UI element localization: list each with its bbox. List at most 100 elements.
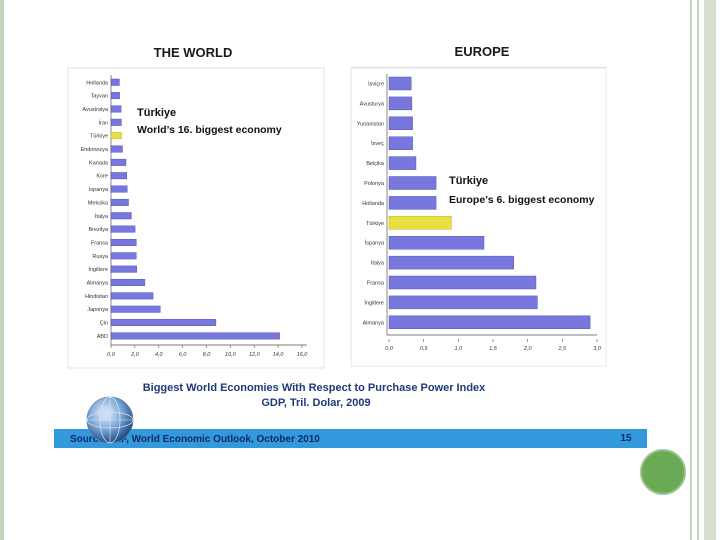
world-bar-13: [110, 252, 137, 260]
world-category-label-1: Tayvan: [91, 94, 108, 100]
europe-category-label-0: İsviçre: [368, 81, 384, 88]
world-bar-16: [110, 292, 154, 300]
world-bar-9: [110, 198, 129, 206]
europe-category-label-4: Belçika: [366, 161, 385, 167]
globe-icon: [86, 396, 134, 444]
world-category-label-9: Meksika: [88, 200, 109, 206]
source-text: Source: IMF, World Economic Outlook, Oct…: [70, 434, 320, 445]
europe-category-label-6: Hollanda: [362, 201, 385, 207]
world-tick-label-5: 10,0: [225, 352, 237, 358]
europe-bar-5: [388, 176, 437, 190]
world-bar-12: [110, 238, 137, 246]
world-bar-10: [110, 212, 132, 220]
world-bar-17: [110, 305, 161, 313]
slide-frame-line-3: [704, 0, 716, 540]
world-category-label-5: Endonezya: [80, 147, 108, 153]
world-tick-label-4: 8,0: [203, 352, 212, 358]
world-category-label-19: ABD: [97, 334, 108, 340]
world-category-label-13: Rusya: [92, 254, 109, 260]
europe-bar-6: [388, 196, 437, 210]
world-category-label-14: İngiltere: [88, 266, 108, 273]
europe-category-label-11: İngiltere: [364, 299, 384, 306]
europe-tick-label-0: 0,0: [385, 346, 394, 352]
europe-category-label-1: Avusturya: [360, 101, 385, 107]
europe-bar-11: [388, 295, 538, 310]
caption-line-1: Biggest World Economies With Respect to …: [143, 382, 486, 394]
world-tick-label-3: 6,0: [179, 352, 188, 358]
world-bar-7: [110, 172, 128, 180]
europe-bar-10: [388, 275, 537, 290]
world-bar-14: [110, 265, 137, 273]
slide-frame-line-left: [0, 0, 4, 540]
world-category-label-3: İran: [99, 119, 108, 126]
world-bar-19: [110, 332, 280, 340]
world-bar-3: [110, 118, 122, 126]
europe-chart-title: EUROPE: [455, 44, 510, 59]
europe-tick-label-2: 1,0: [454, 346, 463, 352]
europe-bar-0: [388, 76, 412, 91]
europe-category-label-10: Fransa: [367, 281, 385, 287]
world-tick-label-6: 12,0: [249, 352, 261, 358]
world-bar-6: [110, 158, 127, 166]
world-bar-2: [110, 105, 122, 113]
europe-category-label-7: Türkiye: [366, 221, 384, 227]
world-bar-1: [110, 92, 120, 100]
europe-category-label-2: Yunanistan: [357, 121, 384, 127]
europe-tick-label-4: 2,0: [523, 346, 533, 352]
world-category-label-8: İspanya: [89, 186, 109, 193]
europe-category-label-12: Almanya: [363, 320, 385, 326]
world-category-label-2: Avustralya: [82, 107, 109, 113]
world-bar-8: [110, 185, 128, 193]
world-category-label-17: Japonya: [87, 307, 109, 313]
world-tick-label-1: 2,0: [130, 352, 140, 358]
page-number: 15: [620, 433, 632, 444]
world-category-label-11: Brezilya: [88, 227, 109, 233]
europe-tick-label-1: 0,5: [420, 346, 429, 352]
europe-bar-8: [388, 235, 485, 250]
world-category-label-16: Hindistan: [85, 294, 108, 300]
world-tick-label-2: 4,0: [155, 352, 164, 358]
world-category-label-0: Hollanda: [86, 80, 109, 86]
world-tick-label-7: 14,0: [273, 352, 285, 358]
world-bar-5: [110, 145, 123, 153]
world-category-label-10: İtalya: [95, 213, 109, 220]
world-category-label-18: Çin: [100, 321, 108, 327]
decorative-green-circle: [640, 449, 686, 495]
caption-line-2: GDP, Tril. Dolar, 2009: [261, 397, 370, 409]
europe-bar-series: İsviçre Avusturya Yunanistan İsveç Belçika Po…: [357, 76, 602, 352]
world-category-label-15: Almanya: [87, 281, 109, 287]
source-bar: [54, 429, 647, 448]
world-bar-4: [110, 132, 122, 140]
world-tick-label-8: 16,0: [297, 352, 309, 358]
europe-bar-9: [388, 255, 515, 270]
europe-category-label-8: İspanya: [365, 240, 385, 247]
world-category-label-6: Kanada: [89, 160, 109, 166]
europe-category-label-5: Polonya: [364, 181, 385, 187]
europe-tick-label-5: 2,5: [557, 346, 567, 352]
slide-frame-line-2: [697, 0, 699, 540]
europe-bar-2: [388, 116, 413, 131]
europe-bar-7: [388, 216, 452, 230]
europe-bar-4: [388, 156, 417, 170]
europe-tick-label-3: 1,5: [489, 346, 498, 352]
world-tick-label-0: 0,0: [107, 352, 116, 358]
world-annotation-country: Türkiye: [137, 107, 176, 119]
world-bar-11: [110, 225, 136, 233]
europe-bar-1: [388, 96, 413, 111]
world-category-label-7: Kore: [96, 174, 108, 180]
europe-annotation-country: Türkiye: [449, 175, 488, 187]
world-bar-0: [110, 78, 120, 86]
europe-category-label-9: İtalya: [371, 260, 385, 267]
world-annotation-rank: World’s 16. biggest economy: [137, 124, 282, 136]
europe-tick-label-6: 3,0: [593, 346, 602, 352]
world-category-label-12: Fransa: [91, 240, 109, 246]
world-bar-series: Hollanda Tayvan Avustralya İran Türkiye Endon…: [80, 78, 309, 358]
europe-annotation-rank: Europe’s 6. biggest economy: [449, 194, 595, 206]
europe-bar-12: [388, 315, 591, 329]
world-bar-18: [110, 319, 217, 326]
slide-frame-line-1: [690, 0, 692, 540]
world-chart-title: THE WORLD: [154, 45, 233, 60]
europe-bar-3: [388, 136, 413, 150]
world-bar-15: [110, 279, 146, 286]
